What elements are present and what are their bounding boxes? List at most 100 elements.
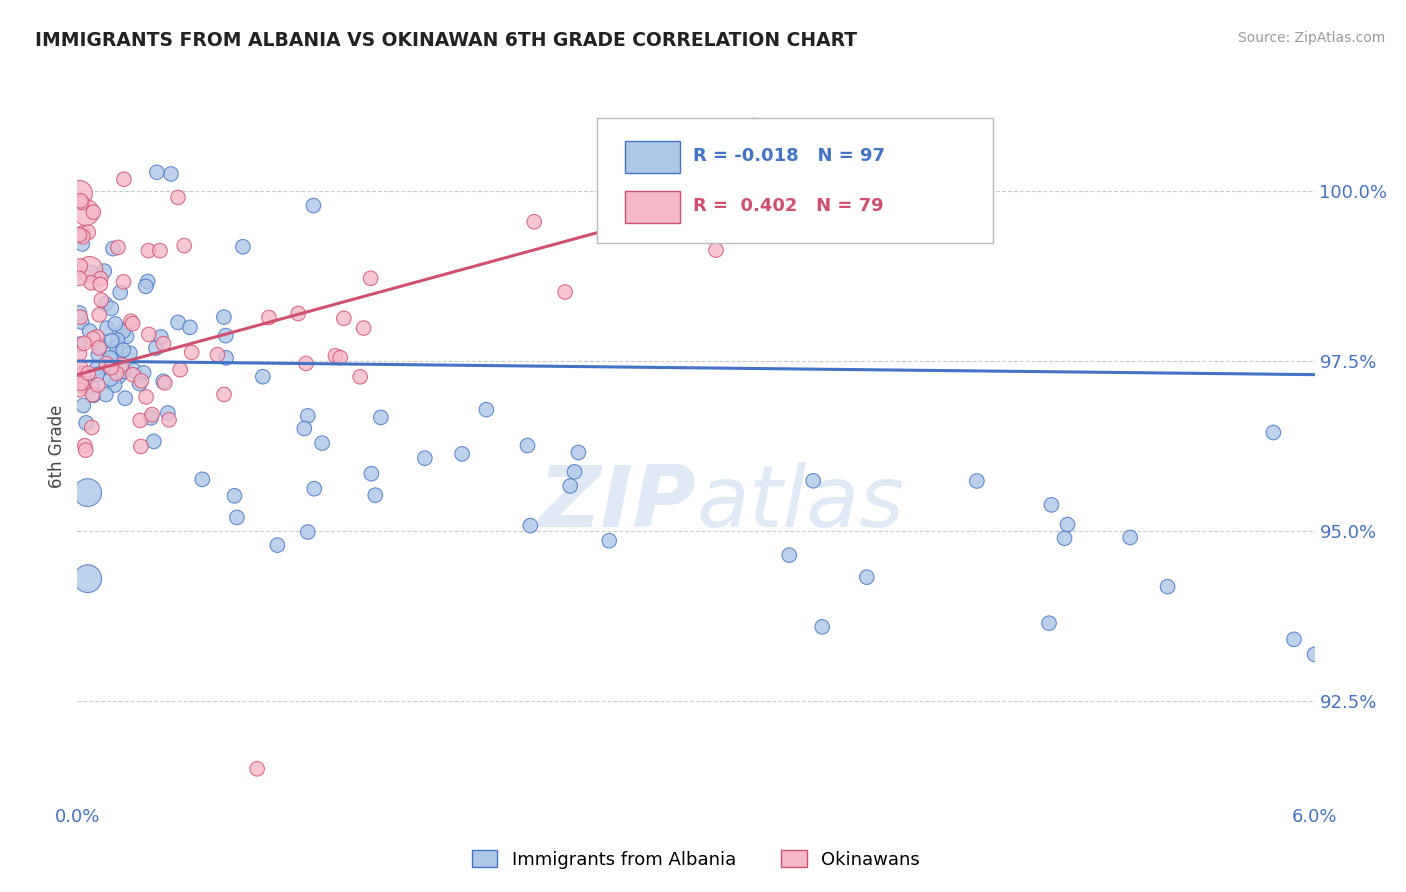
Point	[108, 285, 131, 300]
Point	[70, 376, 93, 390]
Point	[121, 317, 143, 331]
Point	[179, 320, 201, 334]
Point	[297, 524, 319, 539]
Point	[132, 366, 155, 380]
Point	[104, 317, 127, 331]
Point	[297, 409, 319, 423]
Point	[87, 348, 110, 362]
Point	[224, 489, 246, 503]
Point	[966, 474, 988, 488]
Point	[67, 306, 90, 320]
Point	[149, 330, 172, 344]
Point	[112, 364, 135, 378]
Point	[103, 350, 125, 364]
Point	[360, 271, 382, 285]
Point	[744, 119, 766, 133]
Point	[120, 314, 142, 328]
Point	[100, 301, 122, 316]
Point	[212, 310, 235, 324]
Point	[333, 311, 356, 326]
Point	[86, 330, 108, 344]
Point	[413, 451, 436, 466]
Point	[105, 367, 128, 381]
Point	[138, 327, 160, 342]
Point	[360, 467, 382, 481]
Point	[82, 379, 104, 393]
Point	[215, 351, 238, 365]
FancyBboxPatch shape	[626, 191, 681, 223]
Point	[79, 324, 101, 338]
Point	[112, 172, 135, 186]
Point	[111, 358, 134, 372]
Point	[212, 387, 235, 401]
Point	[80, 420, 103, 434]
Point	[215, 328, 238, 343]
Point	[93, 264, 115, 278]
Point	[75, 205, 97, 219]
Point	[232, 240, 254, 254]
Point	[67, 186, 90, 201]
Point	[519, 518, 541, 533]
Point	[73, 336, 96, 351]
Point	[1156, 580, 1178, 594]
Point	[98, 351, 121, 365]
Point	[112, 275, 135, 289]
Point	[135, 390, 157, 404]
Point	[72, 226, 94, 240]
Point	[139, 410, 162, 425]
Text: Source: ZipAtlas.com: Source: ZipAtlas.com	[1237, 31, 1385, 45]
Point	[77, 225, 100, 239]
Point	[96, 321, 118, 335]
Point	[82, 332, 104, 346]
Point	[167, 190, 190, 204]
Point	[1303, 648, 1326, 662]
Point	[70, 195, 93, 210]
Point	[82, 205, 104, 219]
Text: R =  0.402   N = 79: R = 0.402 N = 79	[693, 197, 884, 215]
Point	[75, 416, 97, 430]
Point	[302, 198, 325, 212]
Point	[801, 474, 824, 488]
Point	[266, 538, 288, 552]
Point	[257, 310, 280, 325]
Point	[67, 374, 90, 388]
Point	[94, 387, 117, 401]
Y-axis label: 6th Grade: 6th Grade	[48, 404, 66, 488]
Point	[112, 343, 135, 357]
Point	[141, 408, 163, 422]
Point	[325, 349, 347, 363]
Point	[122, 368, 145, 382]
Point	[67, 347, 90, 361]
Point	[370, 410, 392, 425]
Point	[122, 363, 145, 377]
Point	[1282, 632, 1305, 647]
Point	[69, 194, 91, 208]
Point	[811, 620, 834, 634]
Text: R = -0.018   N = 97: R = -0.018 N = 97	[693, 147, 886, 165]
Point	[115, 329, 138, 343]
Point	[90, 271, 112, 285]
Point	[69, 310, 91, 325]
Point	[1053, 531, 1076, 545]
Point	[107, 333, 129, 347]
Point	[160, 167, 183, 181]
Point	[86, 368, 108, 382]
Point	[142, 434, 165, 449]
Point	[153, 376, 176, 390]
Point	[83, 388, 105, 402]
Point	[704, 243, 727, 257]
Point	[302, 482, 325, 496]
Point	[72, 367, 94, 381]
Point	[86, 361, 108, 376]
Point	[87, 378, 110, 392]
Point	[135, 279, 157, 293]
Point	[598, 533, 620, 548]
Point	[136, 275, 159, 289]
Point	[100, 360, 122, 375]
Point	[82, 387, 104, 401]
Point	[69, 259, 91, 273]
Point	[69, 360, 91, 375]
Point	[152, 375, 174, 389]
Point	[107, 240, 129, 254]
Legend: Immigrants from Albania, Okinawans: Immigrants from Albania, Okinawans	[465, 843, 927, 876]
